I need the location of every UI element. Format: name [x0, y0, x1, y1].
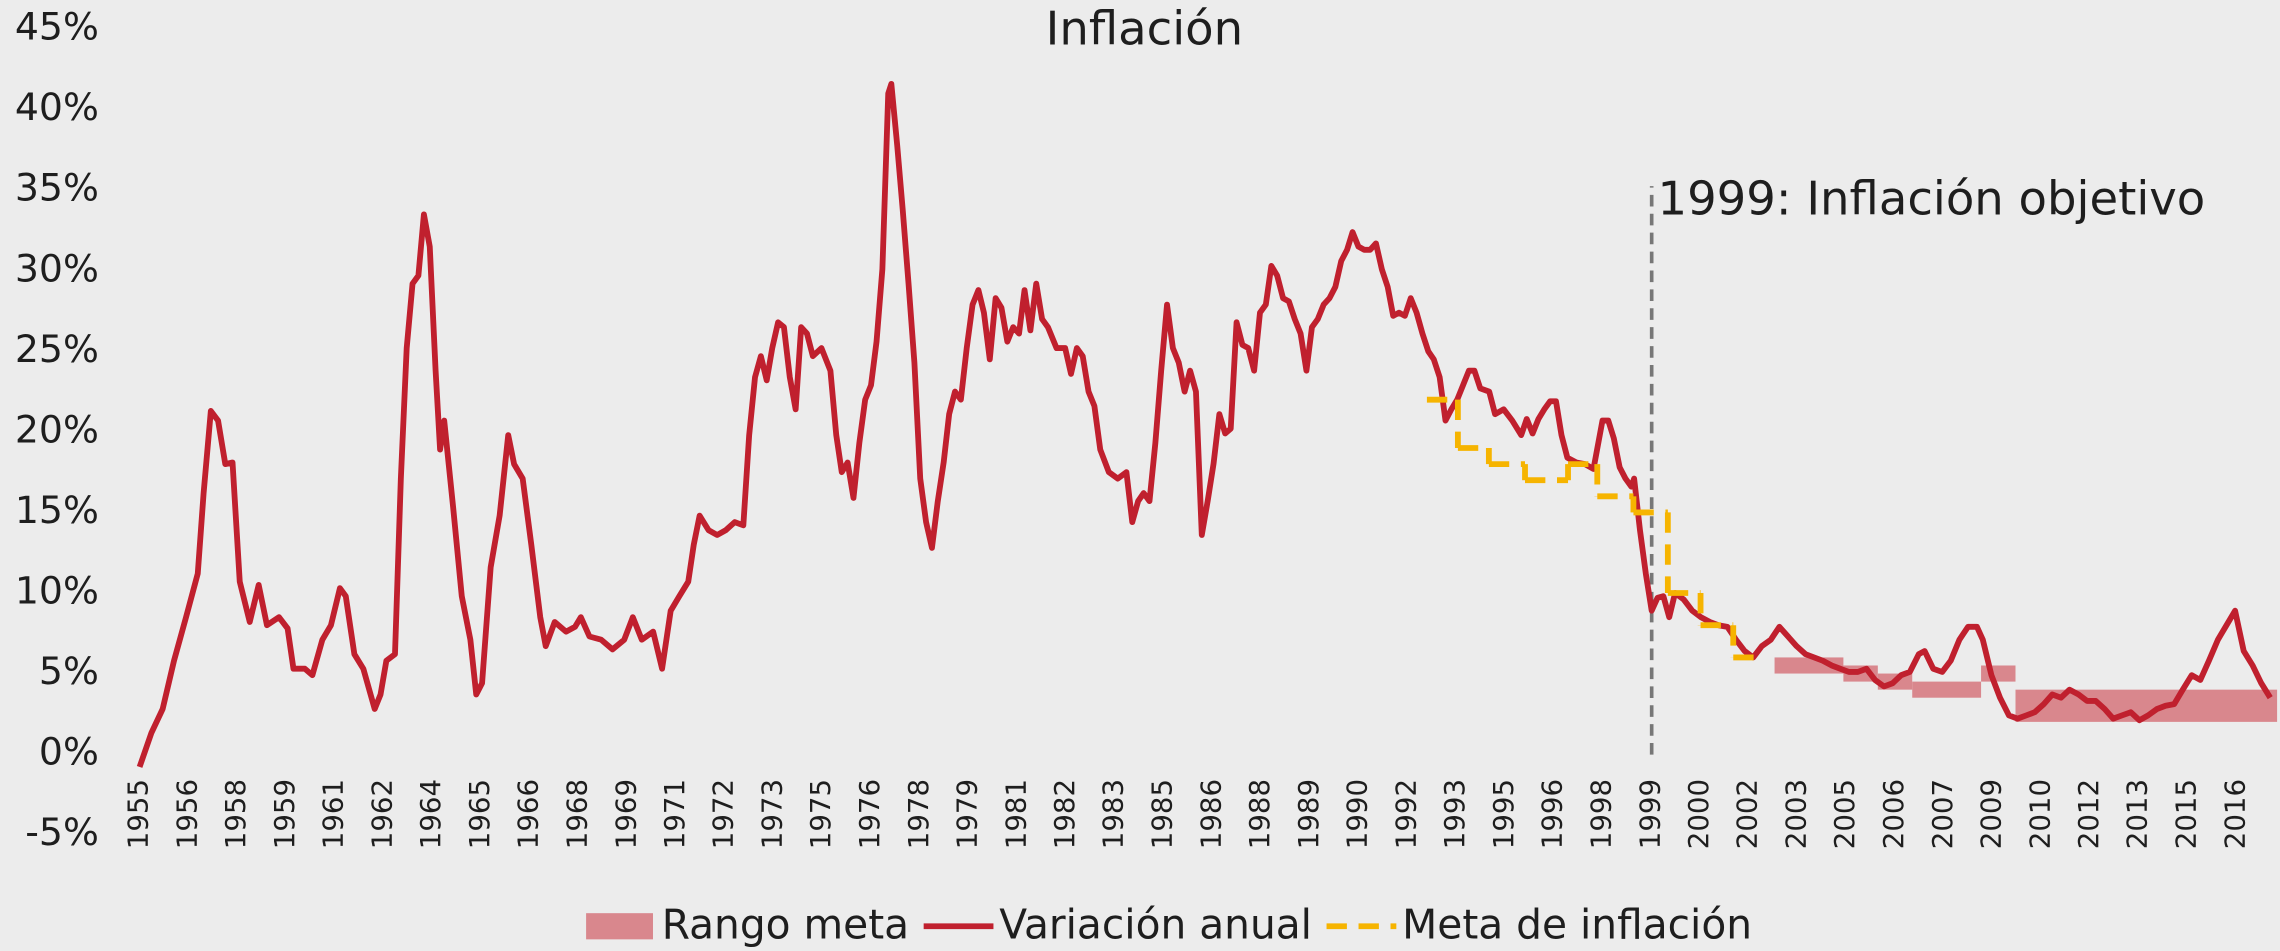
- y-tick-label: 35%: [15, 166, 99, 210]
- x-tick-label: 1958: [219, 779, 252, 849]
- legend: Rango meta Variación anual Meta de inflaci…: [586, 901, 1752, 949]
- x-tick-label: 2002: [1731, 779, 1764, 849]
- x-tick-label: 2003: [1780, 779, 1813, 849]
- x-tick-label: 2016: [2218, 779, 2251, 849]
- x-tick-label: 1981: [999, 779, 1032, 849]
- target-range: [1912, 681, 1982, 698]
- x-tick-label: 1996: [1536, 779, 1569, 849]
- x-tick-label: 1971: [658, 779, 691, 849]
- x-tick-label: 1955: [122, 779, 155, 849]
- x-tick-label: 2013: [2121, 779, 2154, 849]
- y-tick-label: 45%: [15, 5, 99, 49]
- x-tick-label: 1961: [317, 779, 350, 849]
- legend-label: Rango meta: [662, 901, 909, 949]
- x-tick-label: 2000: [1682, 779, 1715, 849]
- x-tick-label: 1976: [853, 779, 886, 849]
- x-tick-label: 1988: [1243, 779, 1276, 849]
- x-tick-label: 2005: [1828, 779, 1861, 849]
- x-tick-label: 1995: [1487, 779, 1520, 849]
- y-tick-label: 5%: [39, 649, 99, 693]
- inflation-line: [136, 80, 2273, 768]
- x-tick-label: 1959: [268, 779, 301, 849]
- y-tick-label: -5%: [25, 810, 99, 854]
- x-tick-label: 1993: [1438, 779, 1471, 849]
- x-tick-label: 1978: [902, 779, 935, 849]
- x-tick-label: 1972: [707, 779, 740, 849]
- y-tick-label: 15%: [15, 488, 99, 532]
- x-tick-label: 1962: [365, 779, 398, 849]
- legend-label: Meta de inflación: [1402, 901, 1752, 949]
- x-tick-label: 1968: [560, 779, 593, 849]
- x-tick-label: 1990: [1341, 779, 1374, 849]
- x-tick-label: 1992: [1389, 779, 1422, 849]
- x-tick-label: 2009: [1974, 779, 2007, 849]
- chart-title: Inflación: [1046, 2, 1243, 56]
- x-tick-label: 1964: [414, 779, 447, 849]
- x-tick-label: 1969: [609, 779, 642, 849]
- y-tick-label: 0%: [39, 730, 99, 774]
- x-tick-label: 1982: [1048, 779, 1081, 849]
- x-tick-label: 1965: [463, 779, 496, 849]
- x-tick-label: 1983: [1097, 779, 1130, 849]
- x-tick-label: 2010: [2023, 779, 2056, 849]
- annotation-text: 1999: Inflación objetivo: [1657, 172, 2205, 226]
- x-tick-label: 2007: [1926, 779, 1959, 849]
- x-tick-label: 1985: [1146, 779, 1179, 849]
- x-tick-label: 1956: [170, 779, 203, 849]
- x-tick-label: 2012: [2072, 779, 2105, 849]
- y-tick-label: 10%: [15, 568, 99, 612]
- target-range: [1981, 665, 2016, 682]
- x-tick-label: 1989: [1292, 779, 1325, 849]
- legend-swatch: [586, 913, 653, 940]
- x-tick-label: 1979: [950, 779, 983, 849]
- x-tick-label: 2015: [2170, 779, 2203, 849]
- legend-label: Variación anual: [999, 901, 1312, 949]
- x-tick-label: 1999: [1633, 779, 1666, 849]
- x-tick-label: 1998: [1584, 779, 1617, 849]
- y-tick-label: 20%: [15, 407, 99, 451]
- x-tick-label: 1973: [756, 779, 789, 849]
- x-tick-label: 1966: [512, 779, 545, 849]
- x-tick-label: 1986: [1194, 779, 1227, 849]
- x-tick-label: 2006: [1877, 779, 1910, 849]
- x-tick-label: 1975: [804, 779, 837, 849]
- y-tick-label: 30%: [15, 246, 99, 290]
- y-tick-label: 25%: [15, 327, 99, 371]
- y-tick-label: 40%: [15, 85, 99, 129]
